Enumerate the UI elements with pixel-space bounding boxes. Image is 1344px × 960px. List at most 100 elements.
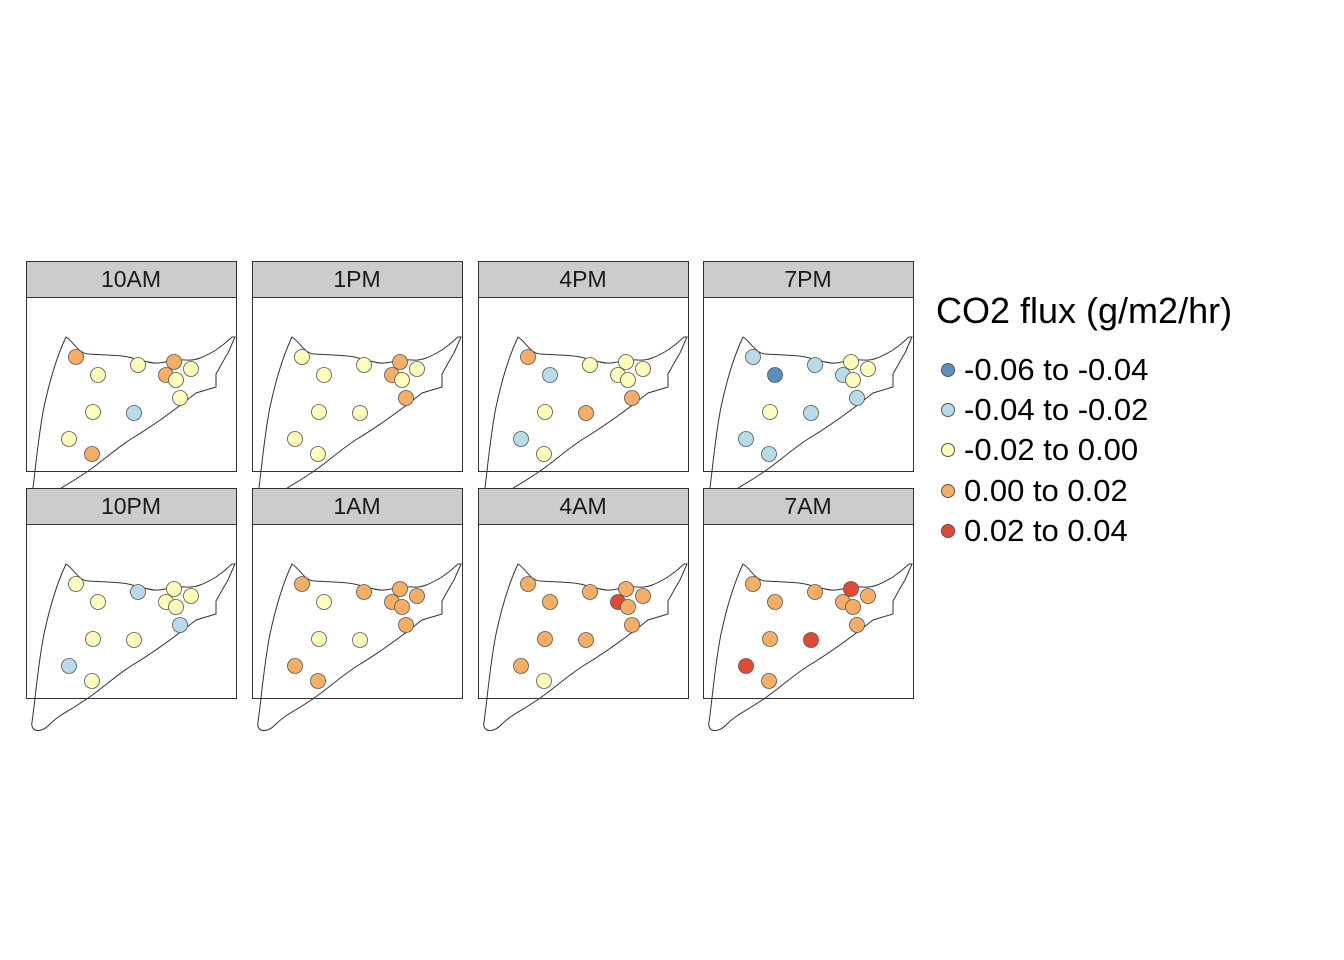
flux-point [849,390,865,406]
flux-point [845,599,861,615]
flux-point [761,446,777,462]
facet-strip [252,261,463,298]
facet-panel: 1AM [252,488,463,731]
legend-item: 0.02 to 0.04 [936,511,1232,551]
facet-title: 4PM [559,266,606,292]
flux-point [843,354,859,370]
flux-point [745,576,761,592]
flux-point [582,584,598,600]
flux-point [520,349,536,365]
facet-panel: 7AM [703,488,914,731]
facet-panel: 4AM [478,488,689,731]
flux-point [537,404,553,420]
site-boundary [708,563,913,731]
flux-point [130,584,146,600]
flux-point [745,349,761,365]
flux-point [166,581,182,597]
facet-panel: 4PM [478,261,689,504]
flux-point [168,599,184,615]
flux-point [537,631,553,647]
site-boundary [483,563,688,731]
flux-point [61,431,77,447]
flux-point [803,405,819,421]
flux-point [618,354,634,370]
facet-panel: 7PM [703,261,914,504]
facet-strip [252,488,463,525]
legend-item: -0.02 to 0.00 [936,430,1232,470]
flux-point [394,372,410,388]
flux-point [620,372,636,388]
flux-point [762,404,778,420]
legend-key [941,483,955,498]
flux-point [126,632,142,648]
flux-point [90,367,106,383]
site-boundary [257,563,462,731]
flux-point [310,673,326,689]
flux-point [762,631,778,647]
flux-point [311,631,327,647]
flux-point [635,361,651,377]
facet-title: 1PM [333,266,380,292]
flux-point [352,405,368,421]
flux-point [126,405,142,421]
flux-point [738,431,754,447]
flux-point [90,594,106,610]
map-frame [703,297,914,472]
flux-point [287,431,303,447]
flux-point [398,617,414,633]
legend-item: 0.00 to 0.02 [936,471,1232,511]
flux-point [536,673,552,689]
flux-point [130,357,146,373]
flux-point [767,594,783,610]
flux-point [635,588,651,604]
flux-point [287,658,303,674]
facet-title: 1AM [333,493,380,519]
flux-point [618,581,634,597]
facet-strip [703,488,914,525]
flux-point [542,367,558,383]
facet-panel: 10AM [26,261,237,504]
legend-label: -0.02 to 0.00 [964,432,1139,468]
flux-point [392,581,408,597]
legend-item: -0.06 to -0.04 [936,350,1232,390]
flux-point [316,594,332,610]
flux-point [513,658,529,674]
legend-label: -0.06 to -0.04 [964,352,1149,388]
flux-point [394,599,410,615]
map-frame [478,524,689,699]
flux-point [84,446,100,462]
facet-title: 7PM [784,266,831,292]
facet-strip [26,488,237,525]
legend-title: CO2 flux (g/m2/hr) [936,290,1233,331]
flux-point [166,354,182,370]
flux-point [61,658,77,674]
flux-point [767,367,783,383]
legend-key [941,523,955,538]
legend-item: -0.04 to -0.02 [936,390,1232,430]
facet-panel: 10PM [26,488,237,731]
flux-point [310,446,326,462]
flux-point [624,617,640,633]
flux-point [761,673,777,689]
flux-point [352,632,368,648]
flux-point [68,349,84,365]
flux-point [356,357,372,373]
flux-point [542,594,558,610]
legend: CO2 flux (g/m2/hr) -0.06 to -0.04 -0.04 t… [936,290,1232,551]
facet-strip [26,261,237,298]
site-boundary [31,563,236,731]
flux-point [803,632,819,648]
legend-key [941,363,955,378]
flux-point [578,405,594,421]
flux-point [84,673,100,689]
map-frame [252,524,463,699]
flux-point [845,372,861,388]
flux-point [168,372,184,388]
flux-point [620,599,636,615]
flux-point [536,446,552,462]
map-frame [26,297,237,472]
flux-point [392,354,408,370]
flux-point [624,390,640,406]
map-frame [703,524,914,699]
